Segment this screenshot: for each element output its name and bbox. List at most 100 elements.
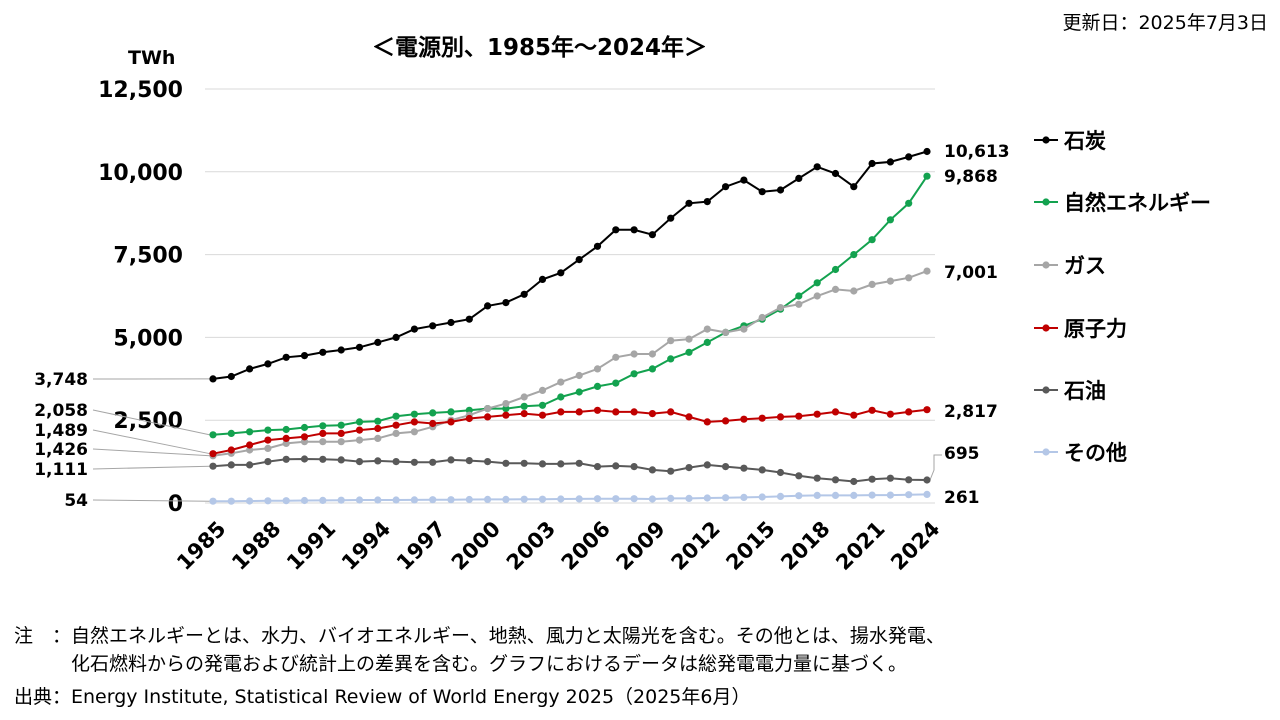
series-point-renewables	[447, 408, 455, 416]
series-point-gas	[282, 439, 290, 447]
series-point-gas	[538, 386, 547, 394]
series-point-coal	[520, 290, 528, 298]
series-point-oil	[868, 475, 876, 483]
series-point-coal	[355, 343, 364, 351]
y-tick-label: 7,500	[113, 244, 183, 269]
series-point-other	[264, 497, 272, 505]
series-point-nuclear	[447, 418, 455, 426]
series-point-oil	[667, 467, 675, 475]
series-point-coal	[776, 186, 785, 194]
series-point-oil	[722, 463, 730, 471]
series-point-gas	[575, 371, 583, 380]
series-point-nuclear	[392, 421, 400, 429]
source-note: 出典：Energy Institute, Statistical Review …	[14, 686, 751, 708]
leader-start-oil	[92, 465, 211, 470]
series-point-oil	[300, 455, 309, 463]
series-point-gas	[502, 400, 510, 408]
series-point-oil	[648, 466, 657, 474]
series-point-other	[722, 494, 730, 502]
x-tick-label: 2021	[831, 517, 889, 575]
series-point-other	[667, 494, 675, 502]
series-point-coal	[209, 375, 217, 383]
gridlines	[205, 88, 935, 504]
series-point-renewables	[282, 425, 290, 434]
series-point-coal	[923, 147, 931, 156]
series-point-coal	[758, 188, 766, 196]
series-point-oil	[831, 476, 840, 484]
series-point-coal	[264, 360, 272, 368]
leader-end-oil	[929, 454, 942, 481]
series-point-coal	[630, 226, 638, 234]
series-point-coal	[227, 372, 235, 381]
series-point-nuclear	[264, 436, 272, 444]
end-label-gas: 7,001	[944, 263, 998, 283]
leader-start-gas	[92, 448, 211, 457]
series-point-oil	[905, 476, 913, 484]
legend-marker-renewables	[1042, 198, 1050, 206]
series-point-renewables	[319, 422, 327, 430]
series-point-renewables	[227, 429, 235, 437]
series-point-oil	[264, 458, 272, 466]
series-point-other	[612, 495, 620, 503]
series-point-nuclear	[648, 410, 657, 418]
series-point-nuclear	[630, 408, 638, 416]
series-point-other	[795, 492, 803, 500]
series-point-nuclear	[355, 426, 364, 434]
series-point-gas	[667, 337, 675, 345]
x-tick-label: 2009	[612, 517, 670, 575]
y-tick-label: 0	[168, 492, 183, 517]
series-point-coal	[685, 199, 693, 207]
series-point-coal	[410, 325, 418, 333]
series-point-nuclear	[703, 418, 711, 426]
series-point-nuclear	[923, 406, 931, 414]
series-point-gas	[264, 444, 272, 452]
legend-label-oil: 石油	[1063, 379, 1106, 403]
legend-label-other: その他	[1064, 441, 1127, 465]
x-tick-label: 1997	[392, 517, 450, 575]
series-point-renewables	[831, 265, 840, 274]
leader-lines	[92, 378, 942, 502]
series-point-oil	[337, 456, 345, 464]
series-point-renewables	[264, 426, 272, 434]
series-point-gas	[392, 429, 400, 437]
series-point-coal	[905, 153, 913, 161]
series-point-renewables	[429, 409, 437, 417]
series-point-nuclear	[868, 406, 876, 414]
series-point-gas	[685, 335, 693, 343]
end-label-oil: 695	[944, 444, 980, 464]
series-point-nuclear	[319, 429, 327, 437]
series-point-nuclear	[776, 413, 785, 421]
y-tick-label: 12,500	[98, 78, 183, 103]
series-point-renewables	[685, 348, 693, 356]
x-tick-label: 2006	[557, 517, 615, 575]
series-point-oil	[795, 472, 803, 480]
legend-label-nuclear: 原子力	[1064, 317, 1127, 341]
series-point-coal	[374, 338, 382, 346]
series-point-oil	[740, 464, 748, 472]
series-point-nuclear	[282, 434, 290, 442]
series-point-nuclear	[538, 411, 547, 419]
series-point-coal	[648, 231, 657, 239]
series-line-other	[213, 493, 928, 503]
legend-label-renewables: 自然エネルギー	[1064, 191, 1211, 215]
series-point-gas	[557, 378, 565, 386]
series-point-nuclear	[831, 408, 840, 416]
series-point-nuclear	[612, 408, 620, 416]
series-point-renewables	[923, 172, 931, 180]
series-point-gas	[630, 350, 638, 358]
series-point-gas	[246, 446, 254, 454]
series-point-oil	[319, 455, 327, 463]
series-point-coal	[300, 352, 309, 360]
y-tick-label: 5,000	[113, 326, 183, 351]
series-point-coal	[722, 183, 730, 191]
series-point-other	[850, 491, 858, 499]
series-point-oil	[410, 458, 418, 466]
series-point-oil	[813, 474, 821, 482]
series-point-coal	[246, 365, 254, 373]
series-point-nuclear	[209, 450, 217, 458]
series-point-gas	[831, 285, 840, 293]
series-point-other	[246, 497, 254, 505]
leader-start-other	[92, 499, 211, 502]
